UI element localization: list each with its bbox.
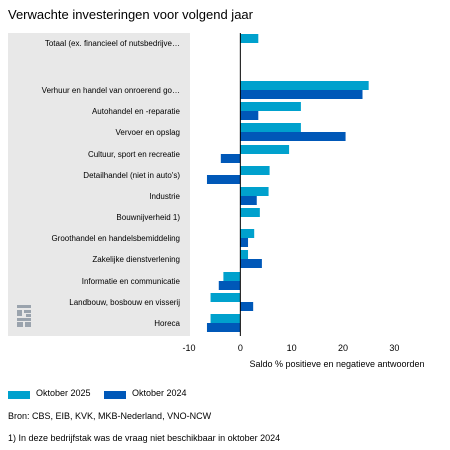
bars xyxy=(206,34,369,332)
x-tick-labels: -10 0 10 20 30 xyxy=(182,343,399,353)
bar-oktober-2025 xyxy=(210,293,241,302)
x-tick-label: 0 xyxy=(238,343,243,353)
bar-oktober-2025 xyxy=(223,272,241,281)
bar-oktober-2024 xyxy=(240,259,262,268)
bar-oktober-2025 xyxy=(240,187,269,196)
category-label: Industrie xyxy=(149,192,180,201)
bar-oktober-2024 xyxy=(240,132,346,141)
bar-oktober-2024 xyxy=(218,281,241,290)
category-label: Verhuur en handel van onroerend go… xyxy=(42,86,180,95)
category-label: Autohandel en -reparatie xyxy=(92,107,181,116)
bar-oktober-2025 xyxy=(240,123,301,132)
legend-label-2024: Oktober 2024 xyxy=(132,388,187,398)
bar-oktober-2025 xyxy=(240,81,369,90)
category-label: Horeca xyxy=(154,319,180,328)
source-note: Bron: CBS, EIB, KVK, MKB-Nederland, VNO-… xyxy=(8,411,212,421)
bar-oktober-2025 xyxy=(240,208,260,217)
footnote: 1) In deze bedrijfstak was de vraag niet… xyxy=(8,433,281,443)
bar-oktober-2025 xyxy=(240,34,259,43)
bar-oktober-2024 xyxy=(240,238,249,247)
category-label: Informatie en communicatie xyxy=(82,277,181,286)
category-label: Bouwnijverheid 1) xyxy=(116,213,180,222)
category-label: Landbouw, bosbouw en visserij xyxy=(69,298,180,307)
x-tick-label: -10 xyxy=(182,343,195,353)
bar-oktober-2024 xyxy=(240,302,254,311)
bar-oktober-2025 xyxy=(210,314,241,323)
x-tick-label: 20 xyxy=(338,343,348,353)
x-tick-label: 30 xyxy=(389,343,399,353)
bar-oktober-2024 xyxy=(206,323,241,332)
legend-swatch-2025 xyxy=(8,391,30,399)
x-axis-label: Saldo % positieve en negatieve antwoorde… xyxy=(249,359,424,369)
bar-oktober-2025 xyxy=(240,166,270,175)
bar-oktober-2024 xyxy=(206,175,241,184)
legend-label-2025: Oktober 2025 xyxy=(36,388,91,398)
chart-title: Verwachte investeringen voor volgend jaa… xyxy=(8,7,254,22)
bar-oktober-2024 xyxy=(240,111,259,120)
bar-oktober-2024 xyxy=(240,196,257,205)
bar-oktober-2025 xyxy=(240,102,301,111)
cbs-logo-icon xyxy=(17,305,31,327)
legend-swatch-2024 xyxy=(104,391,126,399)
bar-oktober-2024 xyxy=(240,90,363,99)
bar-oktober-2025 xyxy=(240,145,290,154)
category-label: Groothandel en handelsbemiddeling xyxy=(51,234,180,243)
bar-oktober-2025 xyxy=(240,250,249,259)
category-label: Totaal (ex. financieel of nutsbedrijve… xyxy=(45,39,180,48)
plot-background xyxy=(8,33,190,336)
category-label: Cultuur, sport en recreatie xyxy=(88,150,181,159)
category-label: Vervoer en opslag xyxy=(116,128,181,137)
category-labels: Totaal (ex. financieel of nutsbedrijve… V… xyxy=(42,39,181,328)
x-tick-label: 10 xyxy=(287,343,297,353)
category-label: Detailhandel (niet in auto's) xyxy=(83,171,180,180)
category-label: Zakelijke dienstverlening xyxy=(92,255,180,264)
bar-oktober-2024 xyxy=(220,154,241,163)
bar-oktober-2025 xyxy=(240,229,255,238)
